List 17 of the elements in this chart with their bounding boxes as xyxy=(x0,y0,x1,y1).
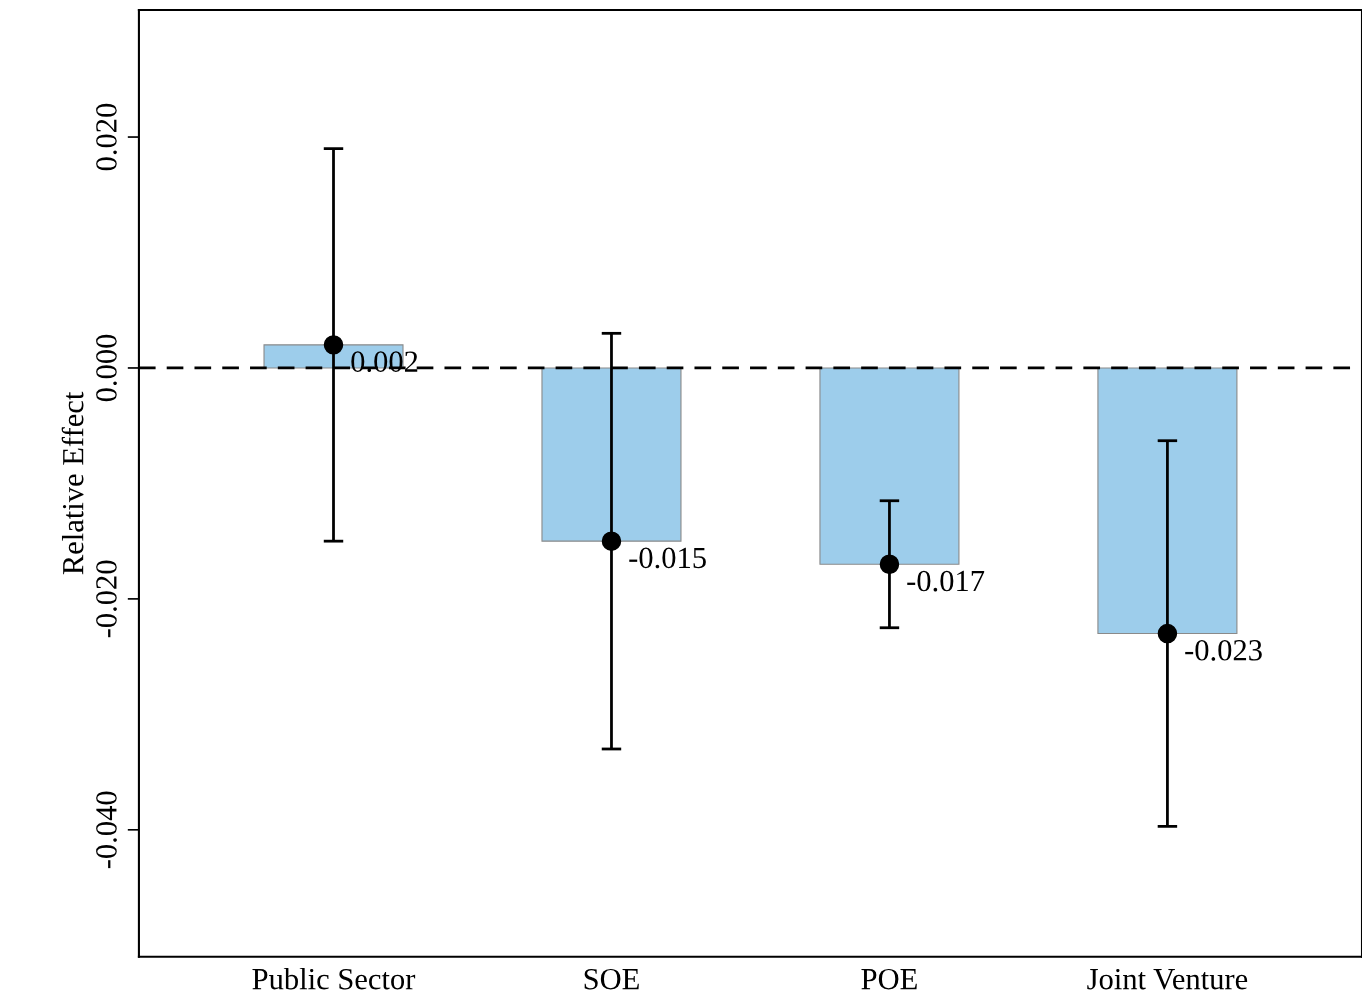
data-label: -0.023 xyxy=(1185,639,1262,661)
y-tick-label: 0.000 xyxy=(96,334,117,402)
y-axis-title: Relative Effect xyxy=(61,391,84,575)
x-tick-label: POE xyxy=(861,968,917,990)
y-tick-label: -0.020 xyxy=(96,560,117,638)
x-tick-label: SOE xyxy=(584,968,639,990)
point xyxy=(323,335,344,355)
y-tick-label: 0.020 xyxy=(96,103,117,171)
point xyxy=(601,531,622,551)
point xyxy=(1157,623,1178,644)
x-tick-label: Joint Venture xyxy=(1087,968,1248,990)
y-tick-label: -0.040 xyxy=(96,791,117,869)
data-label: -0.015 xyxy=(629,547,706,569)
data-label: 0.002 xyxy=(351,351,418,373)
x-tick-label: Public Sector xyxy=(252,967,416,990)
point xyxy=(879,554,900,574)
data-label: -0.017 xyxy=(907,570,985,592)
